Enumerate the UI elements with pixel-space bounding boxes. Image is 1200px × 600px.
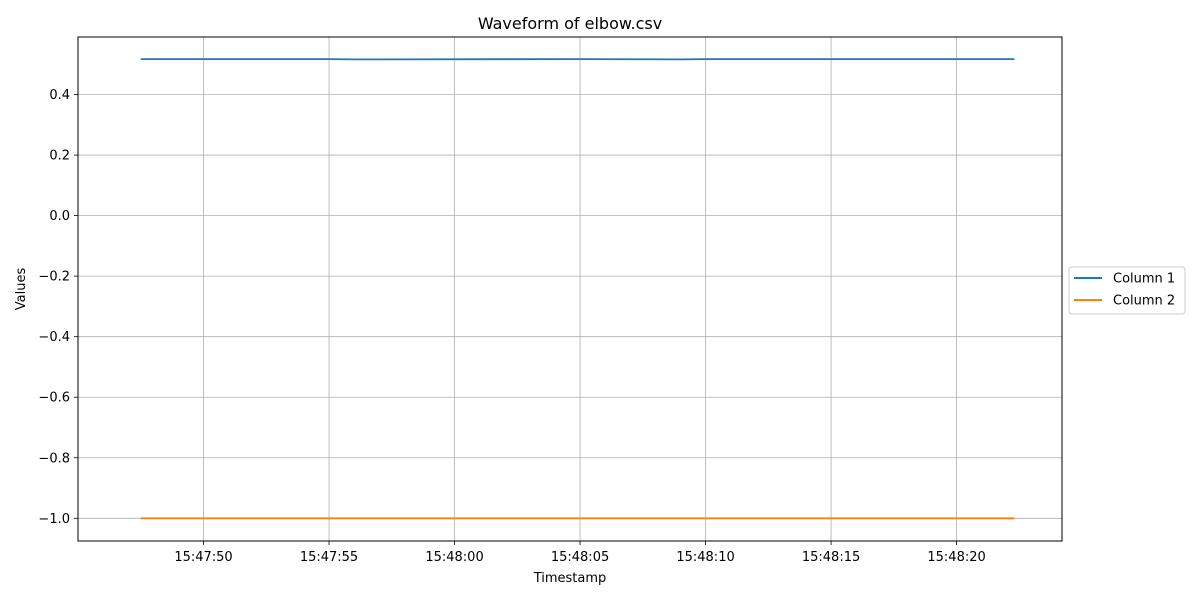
x-tick-label: 15:48:15 bbox=[802, 550, 860, 565]
plot-area-frame bbox=[77, 36, 1063, 542]
grid bbox=[78, 37, 1062, 541]
y-tick-label: −1.0 bbox=[38, 512, 70, 527]
y-axis: 0.4 0.2 0.0 −0.2 −0.4 −0.6 −0.8 −1.0 bbox=[38, 88, 78, 527]
y-tick-label: −0.8 bbox=[38, 451, 70, 466]
y-axis-label: Values bbox=[14, 268, 29, 311]
x-tick-label: 15:47:55 bbox=[300, 550, 358, 565]
y-tick-label: −0.2 bbox=[38, 270, 70, 285]
legend: Column 1 Column 2 bbox=[1068, 266, 1186, 315]
legend-label: Column 2 bbox=[1113, 294, 1175, 309]
x-axis-label: Timestamp bbox=[533, 571, 607, 586]
chart-title: Waveform of elbow.csv bbox=[478, 14, 662, 33]
y-tick-label: 0.4 bbox=[49, 88, 70, 103]
x-tick-label: 15:48:20 bbox=[927, 550, 985, 565]
x-tick-label: 15:48:10 bbox=[676, 550, 734, 565]
y-tick-label: −0.6 bbox=[38, 391, 70, 406]
y-tick-label: 0.0 bbox=[49, 209, 70, 224]
x-tick-label: 15:47:50 bbox=[174, 550, 232, 565]
y-tick-label: 0.2 bbox=[49, 149, 70, 164]
x-tick-label: 15:48:05 bbox=[551, 550, 609, 565]
x-axis: 15:47:50 15:47:55 15:48:00 15:48:05 15:48:10… bbox=[174, 541, 986, 565]
y-tick-label: −0.4 bbox=[38, 330, 70, 345]
x-tick-label: 15:48:00 bbox=[425, 550, 483, 565]
legend-label: Column 1 bbox=[1113, 272, 1175, 287]
series-lines bbox=[140, 58, 1015, 520]
